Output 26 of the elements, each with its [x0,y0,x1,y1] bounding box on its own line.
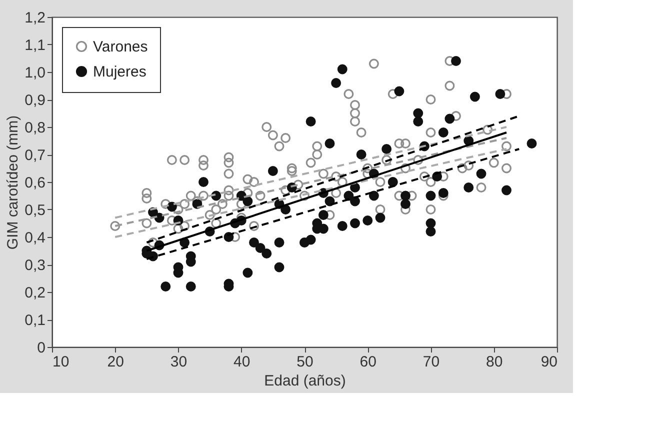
y-tick-label: 0,6 [24,174,46,192]
x-tick-label: 40 [234,354,250,370]
x-tick-label: 50 [296,354,314,370]
x-tick-label: 10 [52,354,70,370]
x-axis-title: Edad (años) [264,372,346,390]
y-tick-label: 0 [37,340,46,356]
y-axis-title: GIM carotídeo (mm) [4,115,22,250]
x-tick-label: 90 [540,354,558,370]
x-tick-label: 70 [422,354,440,370]
y-tick-label: 1,1 [24,37,46,54]
y-tick-label: 1,0 [24,64,46,82]
y-tick-label: 0,5 [24,202,46,219]
y-tick-label: 1,2 [24,10,46,26]
y-tick-label: 0,9 [24,92,46,109]
x-tick-label: 20 [107,354,124,370]
x-tick-label: 60 [360,354,376,370]
x-tick-label: 80 [486,354,503,370]
y-tick-label: 0,2 [24,284,46,302]
x-tick-label: 30 [170,354,188,370]
legend-label: Mujeres [93,64,146,80]
y-tick-label: 0,3 [24,257,46,274]
y-tick-label: 0,7 [24,147,46,164]
y-tick-label: 0,1 [24,312,46,329]
y-tick-label: 0,8 [24,120,46,136]
y-tick-label: 0,4 [24,230,46,246]
legend-label: Varones [93,38,148,56]
